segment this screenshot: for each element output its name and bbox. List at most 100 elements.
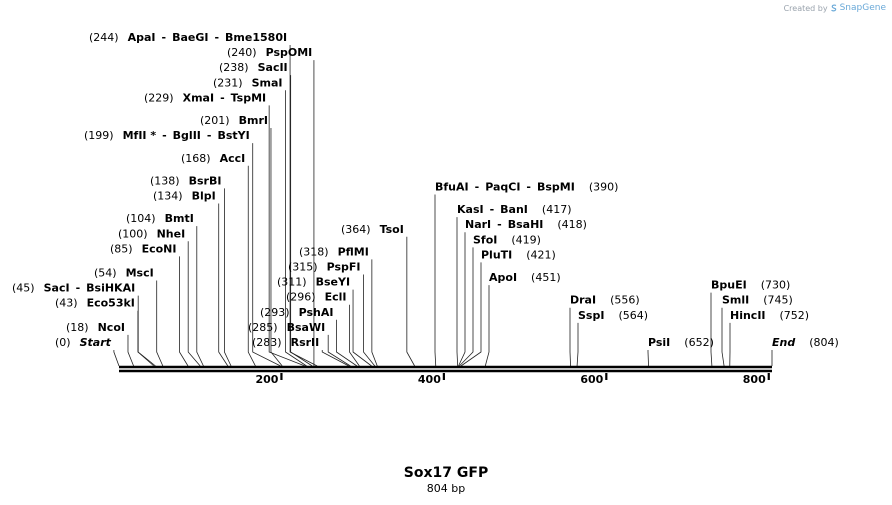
- site-ncoi: (18) NcoI: [66, 321, 125, 334]
- site-bsawi: (285) BsaWI: [248, 321, 325, 334]
- site-leader-line: [458, 232, 466, 367]
- site-nhei: (100) NheI: [118, 227, 185, 240]
- name-separator: -: [220, 91, 225, 104]
- enzyme-name: SmaI: [252, 76, 283, 89]
- site-leader-line: [247, 165, 256, 367]
- site-leader-line: [218, 203, 229, 367]
- site-xmai-tspmi: (229) XmaI - TspMI: [144, 91, 266, 104]
- name-separator: -: [76, 282, 81, 295]
- enzyme-name: BanI: [500, 203, 528, 216]
- enzyme-name: PflMI: [338, 245, 369, 258]
- site-leader-line: [321, 350, 350, 367]
- axis-tick-label: 600: [580, 373, 603, 386]
- site-position: (417): [542, 203, 572, 216]
- site-apoi: ApoI (451): [489, 271, 561, 284]
- site-position: (168): [181, 152, 211, 165]
- site-labels: (0) Start(18) NcoI(43) Eco53kI(45) SacI - BsiH…: [12, 31, 839, 349]
- enzyme-name: PaqCI: [485, 180, 520, 193]
- site-leader-line: [113, 350, 120, 367]
- site-position: (804): [809, 336, 839, 349]
- enzyme-name: NarI: [465, 218, 491, 231]
- site-leader-line: [336, 319, 358, 367]
- site-leader-line: [137, 295, 156, 367]
- site-leader-line: [156, 280, 164, 367]
- site-leader-line: [721, 307, 725, 367]
- enzyme-name: BsaHI: [508, 218, 544, 231]
- enzyme-name: Bme1580I: [225, 31, 287, 44]
- site-bmti: (104) BmtI: [126, 212, 194, 225]
- site-kasi-bani: KasI - BanI (417): [457, 203, 572, 216]
- site-position: (752): [780, 309, 810, 322]
- site-eco53ki: (43) Eco53kI: [55, 297, 135, 310]
- enzyme-name: SacI: [44, 282, 70, 295]
- site-leader-line: [196, 226, 204, 367]
- enzyme-name: PluTI: [481, 248, 512, 261]
- enzyme-name: SfoI: [473, 233, 497, 246]
- name-separator: -: [207, 129, 212, 142]
- name-separator: -: [475, 180, 480, 193]
- site-position: (201): [200, 114, 230, 127]
- site-position: (318): [299, 245, 329, 258]
- enzyme-name: SmlI: [722, 294, 749, 307]
- site-hincii: HincII (752): [730, 309, 809, 322]
- site-ecli: (296) EclI: [286, 291, 347, 304]
- site-position: (43): [55, 297, 78, 310]
- site-saci-bsihkai: (45) SacI - BsiHKAI: [12, 282, 135, 295]
- site-position: (134): [153, 190, 183, 203]
- site-start: (0) Start: [55, 336, 112, 349]
- site-leader-line: [459, 247, 474, 367]
- site-leader-line: [127, 334, 134, 367]
- sequence-axis: [119, 365, 772, 373]
- site-leader-line: [710, 292, 713, 367]
- site-leader-line: [270, 128, 283, 367]
- site-leader-line: [406, 236, 415, 367]
- site-position: (0): [55, 336, 71, 349]
- enzyme-name: HincII: [730, 309, 766, 322]
- site-position: (231): [213, 76, 243, 89]
- site-blpi: (134) BlpI: [153, 190, 216, 203]
- snapgene-credit: Created by SnapGene: [784, 3, 886, 13]
- enzyme-name: BstYI: [217, 129, 249, 142]
- site-econi: (85) EcoNI: [110, 242, 176, 255]
- enzyme-name: MfII *: [123, 129, 157, 142]
- enzyme-name: ApoI: [489, 271, 517, 284]
- site-bpuei: BpuEI (730): [711, 279, 790, 292]
- site-position: (730): [761, 279, 791, 292]
- name-separator: -: [526, 180, 531, 193]
- site-msci: (54) MscI: [94, 267, 154, 280]
- site-leader-line: [434, 194, 437, 367]
- site-leaders: [113, 44, 773, 367]
- enzyme-name: BspMI: [537, 180, 575, 193]
- site-position: (296): [286, 291, 316, 304]
- site-position: (652): [684, 336, 714, 349]
- site-pspfi: (315) PspFI: [288, 261, 361, 274]
- site-leader-line: [363, 274, 376, 367]
- site-position: (364): [341, 223, 371, 236]
- axis-tick-label: 400: [418, 373, 441, 386]
- site-end: End (804): [772, 336, 839, 349]
- site-position: (45): [12, 282, 35, 295]
- credit-brand: SnapGene: [839, 3, 886, 13]
- site-sfoi: SfoI (419): [473, 233, 541, 246]
- axis-tick-label: 800: [743, 373, 766, 386]
- site-smai: (231) SmaI: [213, 76, 283, 89]
- site-position: (283): [252, 336, 282, 349]
- site-apai-baegi-bme1580i: (244) ApaI - BaeGI - Bme1580I: [89, 31, 287, 44]
- enzyme-name: TspMI: [231, 91, 267, 104]
- enzyme-name: BsiHKAI: [86, 282, 135, 295]
- site-bsrbi: (138) BsrBI: [150, 174, 221, 187]
- site-position: (293): [260, 306, 290, 319]
- site-pluti: PluTI (421): [481, 248, 556, 261]
- site-position: (556): [610, 294, 640, 307]
- name-separator: -: [162, 31, 167, 44]
- axis-ticks: 200 400 600 800: [255, 373, 770, 386]
- site-position: (199): [84, 129, 114, 142]
- site-smli: SmlI (745): [722, 294, 793, 307]
- site-position: (240): [227, 46, 257, 59]
- site-bmri: (201) BmrI: [200, 114, 268, 127]
- enzyme-name: BpuEI: [711, 279, 747, 292]
- site-pspomi: (240) PspOMI: [227, 46, 312, 59]
- site-position: (451): [531, 271, 561, 284]
- name-separator: -: [162, 129, 167, 142]
- site-leader-line: [569, 307, 571, 367]
